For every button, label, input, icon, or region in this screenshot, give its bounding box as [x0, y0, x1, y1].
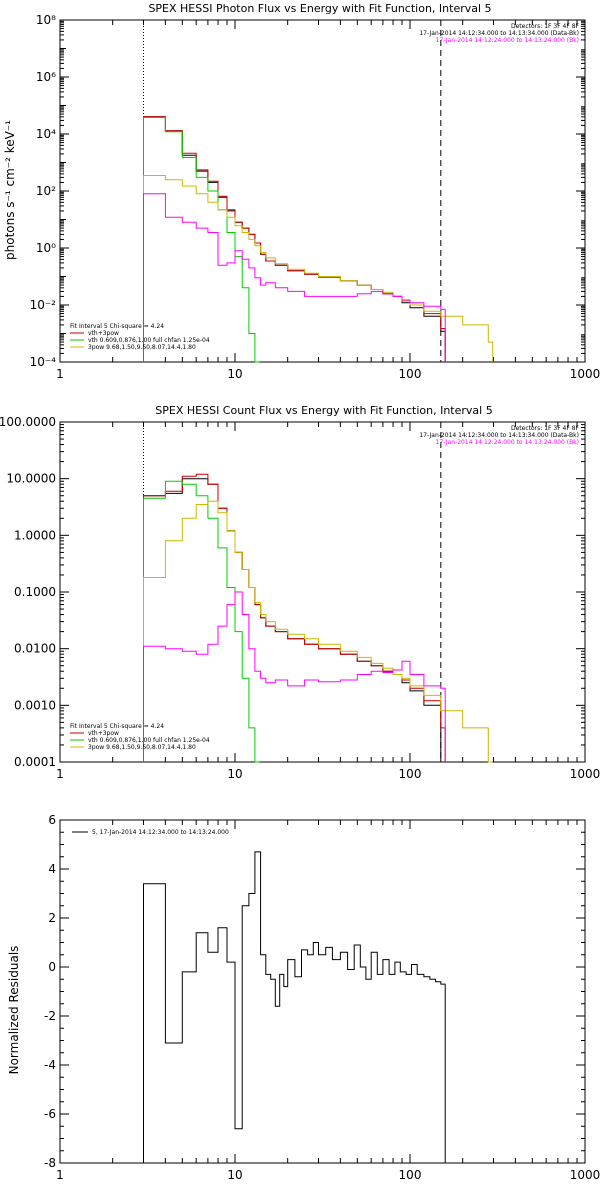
series-vth-3pow-line [143, 116, 446, 362]
y-tick-label: 10⁻⁴ [30, 355, 57, 369]
y-tick-label: 10⁸ [36, 13, 56, 27]
y-tick-label: 2 [48, 911, 56, 925]
y-tick-label: 10⁶ [36, 70, 56, 84]
y-tick-label: 10.0000 [6, 472, 56, 486]
legend-bottom-left-entry: Fit Interval 5 Chi-square = 4.24 [70, 723, 164, 730]
y-tick-label: -6 [44, 1107, 56, 1121]
plot-frame [59, 19, 586, 363]
residuals-ylabel: Normalized Residuals [7, 946, 21, 1075]
residuals-panel: Normalized Residuals 1 10 100 1000 -8 -6 -4 -2 0… [7, 813, 600, 1182]
y-tick-label: 1.0000 [14, 528, 56, 542]
y-tick-label: 0 [48, 960, 56, 974]
legend-top-right-entry: 17-Jan-2014 14:12:34.000 to 14:13:34.000… [419, 432, 579, 439]
legend-top-right-entry: 17-Jan-2014 14:12:24.000 to 14:13:24.000… [436, 439, 579, 446]
legend-top-right-entry: Detectors: 1F 3F 4F 8F [511, 425, 580, 432]
y-tick-label: 0.0100 [14, 642, 56, 656]
x-tick-label: 1 [56, 1168, 64, 1182]
x-tick-label: 100 [399, 1168, 422, 1182]
y-tick-label: 4 [48, 862, 56, 876]
photon-flux-title: SPEX HESSI Photon Flux vs Energy with Fi… [148, 2, 491, 15]
legend-bottom-left-entry: 3pow 9.68,1.50,9.50,8.07,14.4,1.80 [88, 344, 196, 351]
legend-bottom-left-entry: Fit Interval 5 Chi-square = 4.24 [70, 323, 164, 330]
y-tick-label: 0.0010 [14, 698, 56, 712]
count-flux-panel: SPEX HESSI Count Flux vs Energy with Fit… [0, 404, 600, 781]
y-tick-label: 10⁰ [36, 241, 56, 255]
y-tick-label: 10⁴ [36, 127, 56, 141]
series-vth-line [143, 480, 260, 763]
photon-flux-ylabel: photons s⁻¹ cm⁻² keV⁻¹ [3, 120, 17, 260]
y-tick-label: 10² [36, 184, 56, 198]
photon-flux-panel: SPEX HESSI Photon Flux vs Energy with Fi… [3, 2, 600, 381]
legend-bottom-left-entry: vth 0.609,0.876,1.00 full chfan 1.25e-04 [88, 337, 210, 344]
legend-bottom-left-entry: vth 0.609,0.876,1.00 full chfan 1.25e-04 [88, 737, 210, 744]
legend-top-left-entry: 5, 17-Jan-2014 14:12:34.000 to 14:13:24.… [92, 829, 229, 836]
x-tick-label: 10 [227, 767, 242, 781]
x-tick-label: 1000 [570, 367, 600, 381]
legend-top-right-entry: 17-Jan-2014 14:12:34.000 to 14:13:34.000… [419, 30, 579, 37]
series-vth-3pow-line [143, 473, 446, 762]
series-bk-line [143, 591, 446, 762]
plot-frame [59, 819, 586, 1164]
y-tick-label: 100.0000 [0, 415, 56, 429]
series-3pow-line [143, 175, 494, 362]
legend-bottom-left-entry: vth+3pow [88, 330, 119, 337]
x-tick-label: 1000 [570, 1168, 600, 1182]
y-tick-label: -8 [44, 1156, 56, 1170]
y-tick-label: 0.1000 [14, 585, 56, 599]
legend-top-right-entry: 17-Jan-2014 14:12:24.000 to 14:13:24.000… [436, 37, 579, 44]
plot-frame [59, 421, 586, 763]
x-tick-label: 100 [399, 767, 422, 781]
y-tick-label: 10⁻² [30, 298, 57, 312]
x-tick-label: 1000 [570, 767, 600, 781]
y-tick-label: 0.0001 [14, 755, 56, 769]
legend-top-right-entry: Detectors: 1F 3F 4F 8F [511, 23, 580, 30]
x-tick-label: 100 [399, 367, 422, 381]
x-tick-label: 1 [56, 767, 64, 781]
series-bk-line [143, 193, 446, 362]
x-tick-label: 10 [227, 367, 242, 381]
y-tick-label: 6 [48, 813, 56, 827]
y-tick-label: -4 [44, 1058, 56, 1072]
x-tick-label: 10 [227, 1168, 242, 1182]
count-flux-title: SPEX HESSI Count Flux vs Energy with Fit… [155, 404, 492, 417]
series-data-bk-line [143, 478, 446, 763]
x-tick-label: 1 [56, 367, 64, 381]
legend-bottom-left-entry: 3pow 9.68,1.50,9.50,8.07,14.4,1.80 [88, 744, 196, 751]
y-tick-label: -2 [44, 1009, 56, 1023]
series-3pow-line [143, 500, 493, 763]
legend-bottom-left-entry: vth+3pow [88, 730, 119, 737]
series-residuals-line [143, 851, 446, 1163]
